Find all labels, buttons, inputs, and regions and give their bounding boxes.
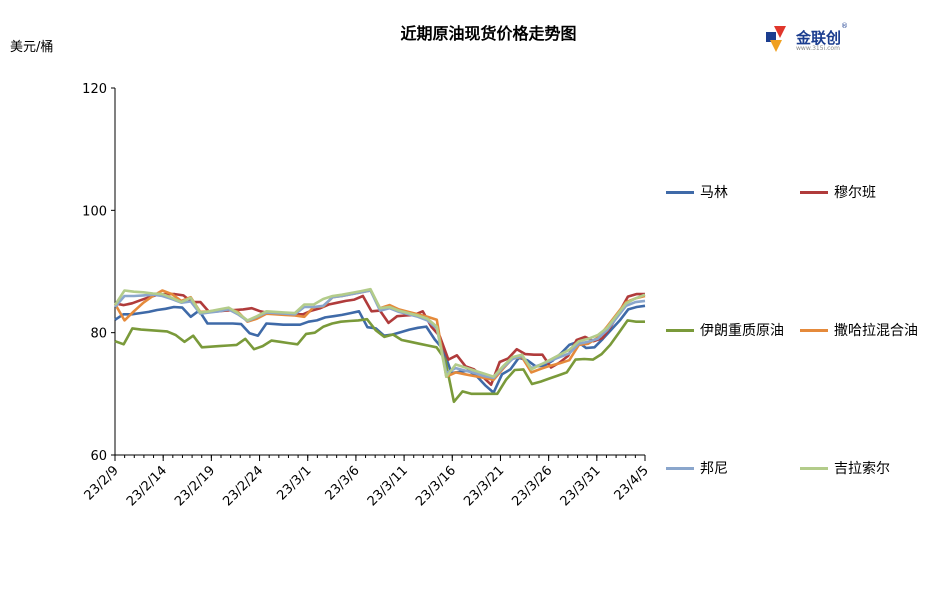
x-tick-label: 23/3/6 [323, 463, 363, 503]
y-tick-label: 100 [82, 204, 107, 219]
legend-item-0: 马林 [666, 182, 728, 202]
logo-registered-mark: ® [841, 22, 848, 30]
legend-label: 吉拉索尔 [834, 461, 890, 477]
y-axis-unit: 美元/桶 [10, 40, 54, 55]
legend-swatch [800, 328, 828, 332]
x-tick-label: 23/3/21 [461, 463, 507, 509]
legend-label: 邦尼 [700, 461, 728, 477]
legend-item-3: 撒哈拉混合油 [800, 320, 918, 340]
logo-url: www.315i.com [796, 45, 840, 52]
x-tick-label: 23/2/14 [124, 463, 170, 509]
legend-label: 马林 [700, 185, 728, 201]
legend-swatch [666, 190, 694, 194]
x-tick-label: 23/4/5 [612, 463, 652, 503]
legend-label: 伊朗重质原油 [700, 323, 784, 339]
legend-item-1: 穆尔班 [800, 182, 876, 202]
x-tick-label: 23/3/11 [365, 463, 411, 509]
series-line-5 [113, 287, 646, 379]
x-tick-label: 23/2/24 [220, 463, 266, 509]
x-tick-label: 23/3/26 [509, 463, 555, 509]
legend-swatch [666, 328, 694, 332]
y-tick-label: 120 [82, 82, 107, 97]
legend-swatch [666, 466, 694, 470]
chart-title: 近期原油现货价格走势图 [400, 24, 577, 43]
series-lines [113, 287, 646, 404]
legend-item-2: 伊朗重质原油 [666, 320, 784, 340]
series-line-0 [114, 304, 646, 394]
y-tick-label: 60 [90, 449, 107, 464]
legend-item-5: 吉拉索尔 [800, 458, 890, 478]
y-tick-label: 80 [90, 327, 107, 342]
x-tick-label: 23/3/1 [274, 463, 314, 503]
logo-name: 金联创 [796, 29, 842, 47]
legend-label: 撒哈拉混合油 [834, 323, 918, 339]
series-line-2 [114, 317, 645, 404]
x-tick-label: 23/2/19 [172, 463, 218, 509]
logo-icon [766, 26, 786, 52]
legend-swatch [800, 190, 828, 194]
legend-label: 穆尔班 [834, 185, 876, 201]
x-tick-label: 23/3/31 [558, 463, 604, 509]
legend-swatch [800, 466, 828, 470]
x-tick-label: 23/3/16 [413, 463, 459, 509]
x-tick-label: 23/2/9 [82, 463, 122, 503]
legend-item-4: 邦尼 [666, 458, 728, 478]
